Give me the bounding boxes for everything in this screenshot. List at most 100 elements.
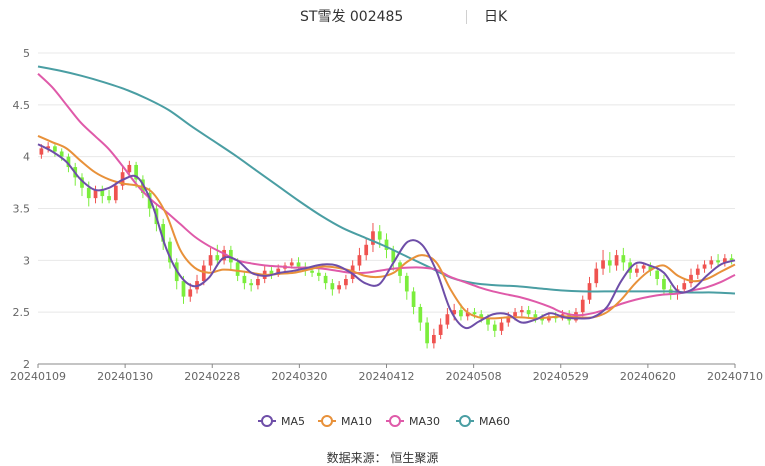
y-tick-label: 3.5: [13, 203, 31, 216]
candle: [113, 181, 118, 204]
candle-body: [722, 258, 727, 263]
candle: [188, 283, 193, 302]
candle: [100, 185, 105, 204]
candle-body: [344, 278, 348, 286]
period-label: 日K: [484, 9, 508, 25]
y-tick-label: 2.5: [13, 306, 31, 319]
candle-body: [66, 156, 71, 168]
candle: [208, 247, 213, 271]
candle-body: [411, 291, 416, 307]
candle-body: [695, 268, 700, 275]
candle-body: [682, 283, 687, 290]
candle-body: [46, 146, 51, 149]
candle-body: [127, 164, 132, 173]
candle: [432, 328, 436, 349]
candle-body: [702, 264, 707, 269]
candle-body: [168, 241, 172, 263]
candle-body: [519, 310, 524, 313]
candle-body: [729, 258, 734, 261]
y-axis-tick-labels: 2 2.5 3 3.5 4 4.5 5: [13, 47, 31, 371]
candle: [222, 245, 226, 265]
candle-body: [438, 324, 443, 335]
candle: [716, 254, 720, 267]
y-tick-label: 3: [23, 254, 30, 267]
candle-body: [188, 289, 193, 297]
candle-body: [80, 177, 84, 188]
candle-body: [337, 285, 341, 290]
legend-label: MA30: [409, 415, 440, 428]
candle: [689, 268, 693, 288]
candle-body: [459, 310, 463, 317]
candle-body: [432, 334, 436, 344]
data-source: 数据来源： 恒生聚源: [326, 451, 439, 465]
candle: [168, 237, 172, 269]
candle: [695, 264, 700, 279]
legend-item-ma5[interactable]: MA5: [258, 415, 305, 428]
candle-body: [228, 249, 233, 263]
candle: [80, 173, 84, 197]
candle: [93, 185, 98, 204]
candle-body: [296, 262, 301, 267]
series-line-ma60: [37, 65, 736, 295]
candle-body: [641, 265, 646, 269]
candle-body: [425, 322, 429, 344]
title-separator: [466, 10, 467, 24]
candle-body: [276, 268, 281, 275]
candle-body: [364, 244, 369, 256]
candle-body: [621, 255, 626, 263]
x-tick-label: 20240508: [446, 370, 502, 383]
candle-body: [472, 312, 477, 315]
candle-body: [601, 260, 605, 269]
candle-body: [310, 270, 314, 273]
legend-swatch-marker: [321, 415, 333, 427]
candle-body: [316, 272, 321, 276]
candle: [364, 237, 369, 261]
legend-item-ma10[interactable]: MA10: [318, 415, 372, 428]
candle-body: [215, 255, 220, 261]
candle: [601, 249, 605, 275]
candle-body: [323, 275, 328, 284]
candle: [323, 272, 328, 290]
candle: [499, 318, 504, 335]
legend-swatch-marker: [389, 415, 401, 427]
candle: [465, 308, 470, 321]
candle-body: [418, 306, 423, 323]
candle-body: [181, 281, 186, 297]
candle-body: [465, 312, 470, 317]
candle: [195, 274, 199, 294]
legend-label: MA60: [479, 415, 510, 428]
candle: [655, 266, 660, 286]
legend[interactable]: MA5 MA10 MA30 MA60: [258, 415, 510, 428]
candle-body: [161, 224, 166, 242]
candle-body: [330, 283, 335, 290]
candle-body: [662, 278, 666, 290]
candle-body: [93, 189, 98, 199]
legend-swatch-marker: [459, 415, 471, 427]
legend-swatch-marker: [261, 415, 273, 427]
series-line-ma5: [37, 143, 736, 330]
legend-item-ma60[interactable]: MA60: [456, 415, 510, 428]
candle-body: [594, 268, 599, 284]
candle-body: [486, 318, 490, 325]
candle: [411, 287, 416, 315]
candle: [614, 249, 619, 271]
candle-body: [452, 310, 457, 315]
y-tick-label: 4: [23, 151, 30, 164]
candle: [46, 142, 51, 153]
candle-body: [134, 164, 138, 180]
candle-body: [113, 185, 118, 201]
x-tick-label: 20240529: [533, 370, 589, 383]
candle-body: [709, 260, 714, 265]
ma-lines-layer: [37, 65, 736, 330]
candle: [594, 262, 599, 288]
legend-label: MA10: [341, 415, 372, 428]
candle: [316, 268, 321, 282]
candle: [526, 305, 531, 319]
candle-body: [492, 324, 497, 331]
legend-item-ma30[interactable]: MA30: [386, 415, 440, 428]
candle: [492, 320, 497, 338]
grid-layer: [38, 52, 735, 365]
candle-body: [614, 255, 619, 266]
candle: [438, 318, 443, 340]
candle: [357, 247, 362, 271]
